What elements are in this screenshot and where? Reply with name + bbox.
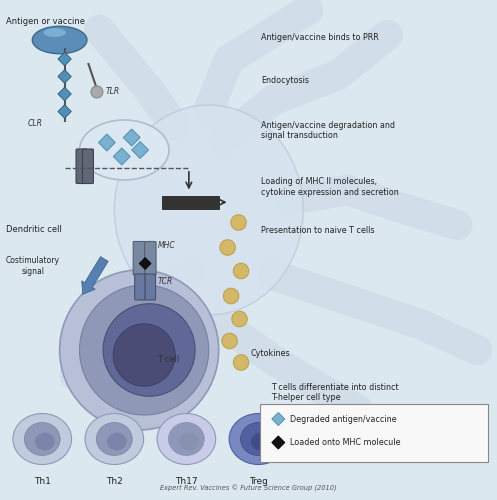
Ellipse shape: [32, 26, 87, 54]
Circle shape: [220, 240, 236, 255]
FancyBboxPatch shape: [83, 149, 93, 184]
Text: T cell: T cell: [157, 354, 179, 364]
Circle shape: [232, 311, 248, 327]
Ellipse shape: [113, 324, 175, 386]
Polygon shape: [58, 70, 72, 83]
Ellipse shape: [60, 270, 219, 430]
Text: Presentation to naive T cells: Presentation to naive T cells: [261, 226, 374, 235]
Text: Antigen/vaccine degradation and
signal transduction: Antigen/vaccine degradation and signal t…: [261, 121, 395, 141]
Polygon shape: [58, 52, 72, 66]
Text: Endocytosis: Endocytosis: [261, 76, 309, 85]
Text: Costimulatory
signal: Costimulatory signal: [6, 256, 60, 276]
Circle shape: [222, 333, 238, 349]
Text: TCR: TCR: [158, 276, 173, 285]
Ellipse shape: [85, 414, 144, 465]
Text: Antigen/vaccine binds to PRR: Antigen/vaccine binds to PRR: [261, 32, 379, 42]
Polygon shape: [132, 142, 149, 158]
Ellipse shape: [241, 422, 276, 456]
Polygon shape: [98, 134, 115, 151]
Circle shape: [91, 86, 103, 98]
Ellipse shape: [35, 432, 55, 450]
Ellipse shape: [96, 422, 132, 456]
Polygon shape: [58, 105, 72, 118]
Text: Expert Rev. Vaccines © Future Science Group (2010): Expert Rev. Vaccines © Future Science Gr…: [160, 486, 337, 492]
Polygon shape: [123, 129, 140, 146]
FancyBboxPatch shape: [145, 242, 156, 275]
Text: Loaded onto MHC molecule: Loaded onto MHC molecule: [290, 438, 400, 447]
Text: Cytokines: Cytokines: [251, 350, 291, 358]
Ellipse shape: [157, 414, 216, 465]
Ellipse shape: [168, 422, 204, 456]
FancyBboxPatch shape: [76, 149, 87, 184]
FancyBboxPatch shape: [260, 404, 488, 462]
Text: Th17: Th17: [175, 476, 198, 486]
FancyArrow shape: [82, 256, 108, 294]
FancyBboxPatch shape: [135, 274, 145, 300]
Ellipse shape: [24, 422, 60, 456]
Text: Th2: Th2: [106, 476, 123, 486]
Text: CLR: CLR: [27, 120, 42, 128]
Polygon shape: [272, 412, 285, 426]
Text: Th1: Th1: [34, 476, 51, 486]
Text: TLR: TLR: [105, 88, 119, 96]
Ellipse shape: [44, 28, 66, 37]
Ellipse shape: [103, 304, 195, 396]
Text: T cells differentiate into distinct
T-helper cell type: T cells differentiate into distinct T-he…: [271, 382, 399, 402]
Ellipse shape: [114, 105, 303, 315]
FancyBboxPatch shape: [133, 242, 145, 275]
FancyBboxPatch shape: [145, 274, 156, 300]
Ellipse shape: [80, 120, 169, 180]
Polygon shape: [272, 436, 285, 449]
Text: Dendritic cell: Dendritic cell: [6, 224, 62, 234]
Polygon shape: [58, 88, 72, 101]
Circle shape: [224, 288, 239, 304]
FancyBboxPatch shape: [162, 196, 219, 209]
Circle shape: [234, 263, 248, 279]
Text: MHC: MHC: [158, 242, 176, 250]
Ellipse shape: [229, 414, 288, 465]
Text: Loading of MHC II molecules,
cytokine expression and secretion: Loading of MHC II molecules, cytokine ex…: [261, 178, 399, 197]
Ellipse shape: [251, 432, 271, 450]
Ellipse shape: [179, 432, 199, 450]
Ellipse shape: [80, 285, 209, 415]
Ellipse shape: [13, 414, 72, 465]
Polygon shape: [139, 258, 151, 270]
Circle shape: [231, 215, 247, 230]
Text: Antigen or vaccine: Antigen or vaccine: [6, 18, 85, 26]
Circle shape: [234, 355, 248, 370]
Text: Treg: Treg: [249, 476, 268, 486]
Text: Degraded antigen/vaccine: Degraded antigen/vaccine: [290, 414, 397, 424]
Ellipse shape: [107, 432, 127, 450]
Polygon shape: [113, 148, 130, 165]
